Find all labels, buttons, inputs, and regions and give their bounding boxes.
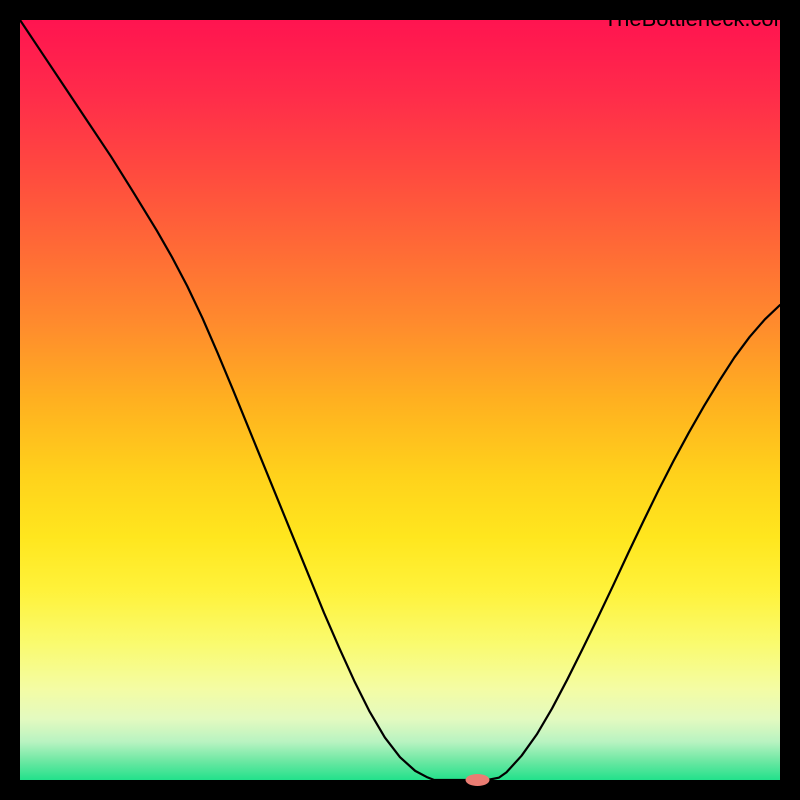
plot-background (20, 20, 780, 780)
chart-frame: TheBottleneck.com (0, 0, 800, 800)
bottleneck-chart (0, 0, 800, 800)
watermark-text: TheBottleneck.com (604, 6, 792, 32)
optimum-marker (466, 774, 490, 786)
